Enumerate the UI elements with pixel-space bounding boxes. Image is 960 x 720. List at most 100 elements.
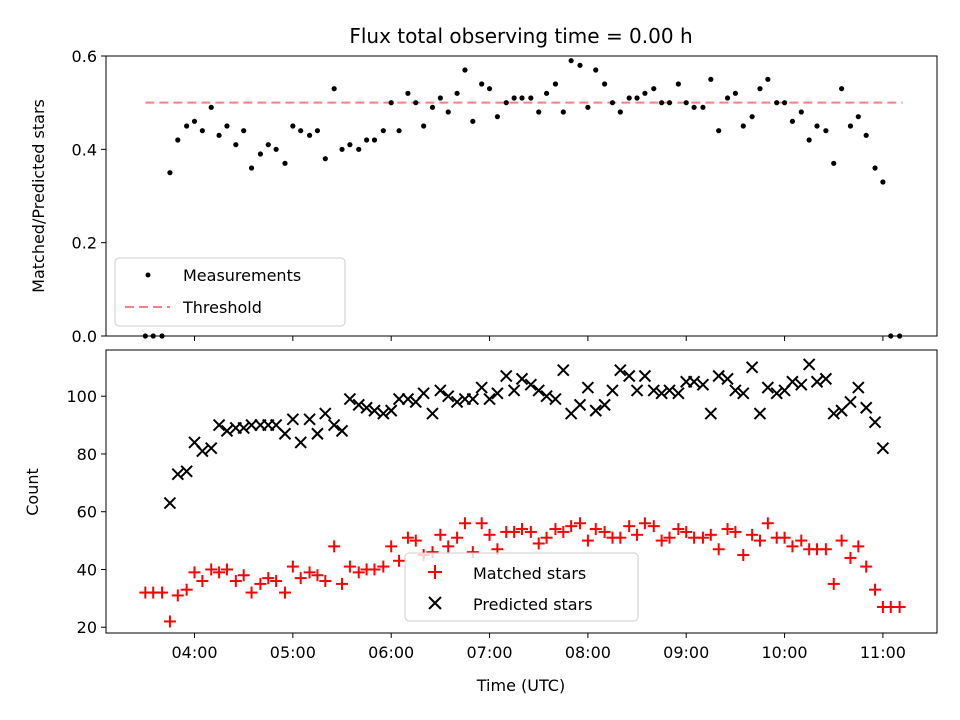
- measurement-point: [659, 100, 665, 106]
- measurement-point: [666, 100, 673, 106]
- measurement-point: [798, 109, 804, 115]
- measurement-point: [454, 90, 460, 96]
- measurement-point: [470, 118, 476, 124]
- predicted-star-point: [712, 369, 725, 383]
- matched-star-point: [237, 569, 250, 582]
- predicted-star-point: [557, 364, 570, 377]
- measurement-point: [216, 132, 222, 138]
- predicted-star-point: [655, 387, 668, 400]
- matched-star-point: [286, 560, 299, 573]
- measurement-point: [716, 128, 722, 134]
- measurement-point: [609, 100, 616, 106]
- matched-star-point: [852, 540, 865, 553]
- predicted-star-point: [696, 378, 710, 391]
- predicted-star-point: [163, 496, 177, 510]
- measurement-point: [552, 81, 559, 87]
- predicted-star-point: [303, 413, 316, 426]
- measurement-point: [437, 95, 443, 101]
- predicted-star-point: [335, 424, 349, 438]
- matched-star-point: [442, 540, 455, 553]
- matched-star-point: [328, 540, 341, 553]
- matched-star-point: [270, 575, 283, 588]
- measurement-point: [339, 146, 345, 152]
- predicted-star-point: [810, 375, 824, 388]
- predicted-star-point: [663, 384, 676, 397]
- measurement-point: [700, 104, 706, 110]
- matched-star-point: [753, 534, 766, 547]
- matched-star-point: [188, 566, 201, 579]
- predicted-star-point: [507, 384, 521, 397]
- matched-star-point: [761, 517, 774, 530]
- measurement-point: [732, 90, 738, 96]
- matched-star-point: [827, 577, 840, 590]
- matched-star-point: [581, 534, 594, 547]
- predicted-star-point: [278, 427, 292, 440]
- matched-star-point: [163, 615, 176, 628]
- count-y-tick-label: 80: [77, 445, 97, 464]
- matched-star-point: [180, 583, 193, 596]
- ratio-y-tick-label: 0.6: [72, 47, 97, 66]
- measurement-point: [536, 109, 542, 115]
- predicted-star-point: [417, 387, 430, 400]
- measurements-legend-label: Measurements: [183, 266, 301, 285]
- predicted-star-point: [737, 387, 750, 400]
- matched-star-point: [565, 520, 578, 533]
- count-legend-box: [404, 552, 639, 622]
- measurement-point: [626, 95, 632, 101]
- predicted-star-point: [515, 372, 529, 386]
- measurement-point: [462, 67, 468, 73]
- predicted-star-point: [786, 375, 799, 388]
- predicted-star-point: [491, 387, 504, 400]
- ratio-y-axis-label: Matched/Predicted stars: [29, 99, 48, 293]
- measurement-point: [740, 123, 746, 129]
- measurement-point: [265, 142, 271, 148]
- measurement-point: [585, 104, 591, 110]
- ratio-legend: Measurements Threshold: [114, 257, 346, 327]
- predicted-star-point: [598, 398, 611, 412]
- count-y-axis-label: Count: [23, 468, 42, 516]
- predicted-star-point: [622, 369, 636, 383]
- measurement-point: [494, 114, 501, 120]
- predicted-star-point: [868, 415, 882, 429]
- predicted-star-point: [589, 404, 602, 417]
- matched-star-point: [213, 566, 226, 579]
- measurement-point: [413, 100, 419, 106]
- matched-star-point: [196, 575, 209, 588]
- predicted-star-point: [581, 381, 595, 394]
- predicted-star-point: [327, 418, 341, 432]
- predicted-star-point: [205, 441, 218, 455]
- measurement-point: [314, 128, 321, 134]
- predicted-star-point: [319, 407, 332, 420]
- measurement-point: [191, 118, 198, 124]
- matched-star-point: [540, 531, 553, 544]
- predicted-legend-label: Predicted stars: [473, 595, 593, 614]
- matched-legend-label: Matched stars: [473, 564, 586, 583]
- predicted-star-point: [819, 372, 833, 386]
- measurement-point: [421, 123, 427, 129]
- predicted-star-point: [549, 392, 562, 406]
- predicted-star-point: [524, 378, 538, 391]
- chart-title: Flux total observing time = 0.00 h: [349, 24, 692, 48]
- x-tick-label: 04:00: [171, 643, 217, 662]
- predicted-star-point: [532, 384, 545, 397]
- matched-star-point: [704, 528, 717, 541]
- measurement-point: [839, 86, 845, 92]
- matched-star-point: [262, 572, 275, 585]
- predicted-star-point: [220, 424, 234, 438]
- predicted-star-point: [770, 387, 783, 400]
- x-axis-label: Time (UTC): [476, 676, 565, 695]
- measurement-point: [396, 128, 402, 134]
- measurement-point: [823, 128, 829, 134]
- predicted-star-point: [377, 407, 390, 420]
- matched-star-point: [844, 551, 857, 564]
- predicted-star-point: [729, 384, 742, 397]
- measurement-point: [241, 128, 247, 134]
- ratio-panel: Flux total observing time = 0.00 h 0.00.…: [29, 24, 938, 346]
- matched-star-point: [368, 563, 381, 576]
- predicted-legend-marker: [428, 596, 442, 610]
- measurement-point: [528, 95, 534, 101]
- predicted-star-point: [392, 392, 406, 406]
- matched-star-point: [574, 517, 587, 530]
- measurement-point: [208, 104, 214, 110]
- predicted-star-point: [844, 395, 857, 409]
